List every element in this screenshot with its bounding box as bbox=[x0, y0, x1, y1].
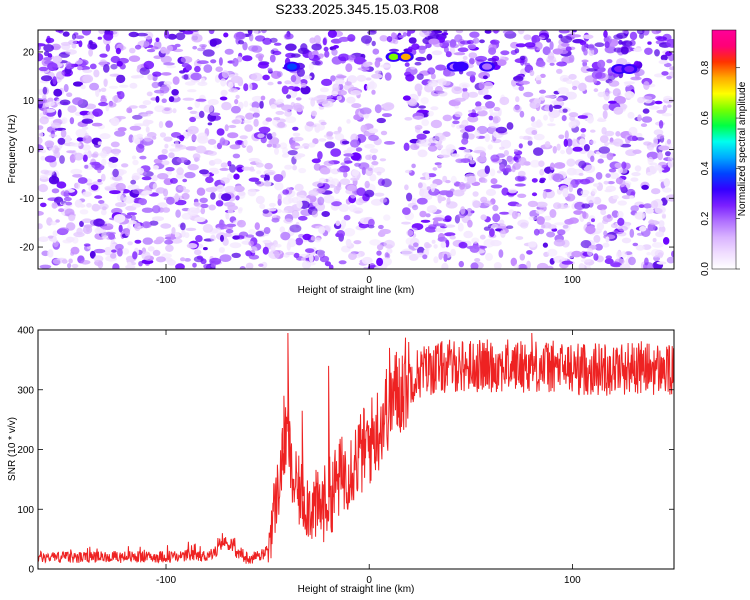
colorbar-ticks: 0.0 0.2 0.4 0.6 0.8 bbox=[700, 60, 740, 276]
spectrogram-ylabel: Frequency (Hz) bbox=[7, 115, 18, 184]
spectrogram-xtick-label: -100 bbox=[156, 275, 176, 286]
spectrogram-ytick-label: 0 bbox=[28, 145, 34, 156]
heatmap-layer bbox=[38, 30, 674, 269]
spectrogram-xtick-label: 100 bbox=[564, 275, 581, 286]
snr-ytick-label: 300 bbox=[17, 385, 34, 396]
hotspot-point bbox=[614, 65, 625, 73]
colorbar-gradient bbox=[711, 29, 737, 270]
colorbar-tick-label: 0.6 bbox=[700, 111, 711, 125]
snr-xtick-label: 100 bbox=[564, 575, 581, 586]
hotspot-point bbox=[482, 63, 493, 70]
spectrogram-ytick-label: 10 bbox=[23, 96, 35, 107]
snr-ytick-label: 200 bbox=[17, 445, 34, 456]
colorbar: 0.0 0.2 0.4 0.6 0.8 Normalized spectral ampl… bbox=[700, 29, 748, 276]
spectrogram-ytick-label: -10 bbox=[20, 194, 35, 205]
heatmap-texture bbox=[38, 30, 674, 269]
hotspot-point bbox=[286, 63, 297, 70]
snr-series-line bbox=[37, 332, 675, 565]
snr-ytick-label: 0 bbox=[28, 565, 34, 576]
colorbar-label: Normalized spectral amplitude bbox=[737, 81, 748, 216]
snr-ticks: -100 0 100 0 100 200 300 400 bbox=[17, 326, 674, 586]
colorbar-tick-label: 0.8 bbox=[700, 60, 711, 74]
spectrogram-ytick-label: -20 bbox=[20, 243, 35, 254]
hotspot-point bbox=[400, 53, 411, 61]
snr-xtick-label: 0 bbox=[366, 575, 372, 586]
spectrogram-xlabel: Height of straight line (km) bbox=[298, 285, 415, 296]
colorbar-tick-label: 0.0 bbox=[700, 262, 711, 276]
snr-panel: -100 0 100 0 100 200 300 400 Height of straight… bbox=[7, 326, 675, 595]
snr-xtick-label: -100 bbox=[156, 575, 176, 586]
hotspot-point bbox=[624, 65, 635, 73]
colorbar-tick-label: 0.4 bbox=[700, 161, 711, 175]
colorbar-tick-label: 0.2 bbox=[700, 211, 711, 225]
snr-ytick-label: 100 bbox=[17, 505, 34, 516]
spectrogram-xtick-label: 0 bbox=[366, 275, 372, 286]
spectrogram-ytick-label: 20 bbox=[23, 47, 35, 58]
hotspot-point bbox=[455, 63, 466, 70]
snr-ytick-label: 400 bbox=[17, 326, 34, 337]
chart-title: S233.2025.345.15.03.R08 bbox=[275, 1, 439, 17]
hotspot-point bbox=[388, 53, 399, 61]
snr-ylabel: SNR (10 * v/v) bbox=[7, 417, 18, 481]
snr-xlabel: Height of straight line (km) bbox=[298, 584, 415, 595]
